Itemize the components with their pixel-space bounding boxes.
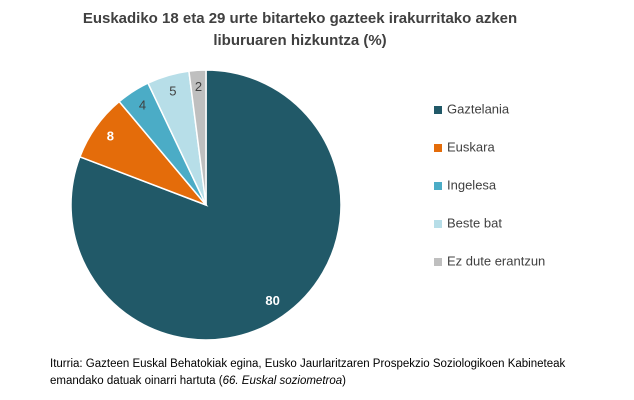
data-label: 5: [169, 84, 176, 99]
data-label: 2: [195, 79, 202, 94]
legend-label: Ez dute erantzun: [447, 253, 545, 268]
legend-swatch: [434, 258, 442, 266]
legend-label: Ingelesa: [447, 177, 497, 192]
data-label: 8: [107, 128, 114, 143]
source-end: ): [342, 375, 346, 387]
data-label: 4: [139, 98, 146, 113]
pie-slice: [188, 69, 207, 206]
source-italic: 66. Euskal soziometroa: [222, 375, 343, 387]
legend-swatch: [434, 220, 442, 228]
legend-swatch: [434, 106, 442, 114]
source-text: Iturria: Gazteen Euskal Behatokiak egina…: [50, 358, 566, 387]
data-label: 80: [265, 293, 279, 308]
legend-label: Gaztelania: [447, 101, 510, 116]
legend-swatch: [434, 182, 442, 190]
chart-title: Euskadiko 18 eta 29 urte bitarteko gazte…: [82, 10, 518, 49]
legend-label: Euskara: [447, 139, 495, 154]
legend-swatch: [434, 144, 442, 152]
legend-label: Beste bat: [447, 215, 502, 230]
source: Iturria: Gazteen Euskal Behatokiak egina…: [50, 356, 610, 390]
